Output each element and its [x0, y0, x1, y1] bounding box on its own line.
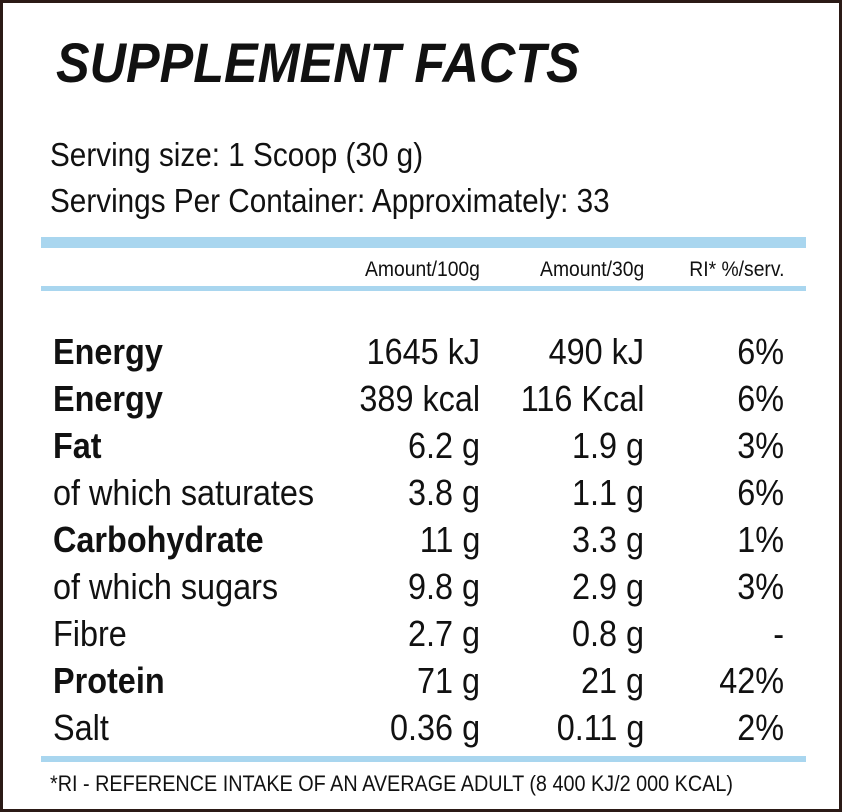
serving-size: Serving size: 1 Scoop (30 g): [50, 136, 424, 173]
row-nutrient: Protein: [53, 660, 165, 701]
row-nutrient: of which sugars: [53, 566, 279, 607]
row-amount-30g: 116 Kcal: [520, 378, 644, 419]
table-row: Fat 6.2 g 1.9 g 3%: [0, 423, 842, 470]
row-nutrient: Fat: [53, 425, 102, 466]
row-ri: 3%: [737, 566, 784, 607]
row-amount-100g: 1645 kJ: [366, 331, 480, 372]
row-amount-100g: 11 g: [419, 519, 480, 560]
row-amount-30g: 1.1 g: [571, 472, 644, 513]
table-row: of which sugars 9.8 g 2.9 g 3%: [0, 564, 842, 611]
row-nutrient: Energy: [53, 378, 163, 419]
servings-per-container: Servings Per Container: Approximately: 3…: [50, 182, 610, 219]
divider-header: [41, 286, 806, 291]
row-nutrient: Energy: [53, 331, 163, 372]
table-row: Energy 1645 kJ 490 kJ 6%: [0, 329, 842, 376]
row-amount-30g: 490 kJ: [548, 331, 644, 372]
row-amount-30g: 0.11 g: [556, 707, 644, 748]
row-amount-100g: 389 kcal: [359, 378, 480, 419]
table-row: Energy 389 kcal 116 Kcal 6%: [0, 376, 842, 423]
table-row: of which saturates 3.8 g 1.1 g 6%: [0, 470, 842, 517]
row-amount-100g: 3.8 g: [407, 472, 480, 513]
row-amount-100g: 9.8 g: [407, 566, 480, 607]
row-amount-30g: 21 g: [580, 660, 644, 701]
row-ri: 42%: [719, 660, 784, 701]
header-amount-100g: Amount/100g: [365, 258, 480, 281]
table-row: Fibre 2.7 g 0.8 g -: [0, 611, 842, 658]
header-ri-per-serving: RI* %/serv.: [688, 258, 784, 281]
row-amount-30g: 2.9 g: [571, 566, 644, 607]
table-row: Carbohydrate 11 g 3.3 g 1%: [0, 517, 842, 564]
row-nutrient: Fibre: [53, 613, 127, 654]
table-row: Salt 0.36 g 0.11 g 2%: [0, 705, 842, 752]
row-ri: 6%: [737, 472, 784, 513]
row-amount-100g: 71 g: [416, 660, 480, 701]
row-ri: 2%: [737, 707, 784, 748]
row-ri: 1%: [737, 519, 784, 560]
row-nutrient: Salt: [53, 707, 109, 748]
table-row: Protein 71 g 21 g 42%: [0, 658, 842, 705]
divider-top: [41, 237, 806, 248]
row-amount-30g: 1.9 g: [571, 425, 644, 466]
row-amount-30g: 0.8 g: [571, 613, 644, 654]
row-ri: 6%: [737, 378, 784, 419]
row-ri: -: [773, 613, 784, 654]
row-amount-100g: 0.36 g: [389, 707, 480, 748]
header-amount-30g: Amount/30g: [539, 258, 644, 281]
footnote: *RI - REFERENCE INTAKE OF AN AVERAGE ADU…: [50, 771, 733, 796]
row-ri: 3%: [737, 425, 784, 466]
row-amount-30g: 3.3 g: [571, 519, 644, 560]
row-amount-100g: 6.2 g: [407, 425, 480, 466]
row-nutrient: of which saturates: [53, 472, 315, 513]
row-ri: 6%: [737, 331, 784, 372]
row-amount-100g: 2.7 g: [407, 613, 480, 654]
row-nutrient: Carbohydrate: [53, 519, 264, 560]
divider-bottom: [41, 756, 806, 762]
label-title: SUPPLEMENT FACTS: [56, 31, 580, 94]
